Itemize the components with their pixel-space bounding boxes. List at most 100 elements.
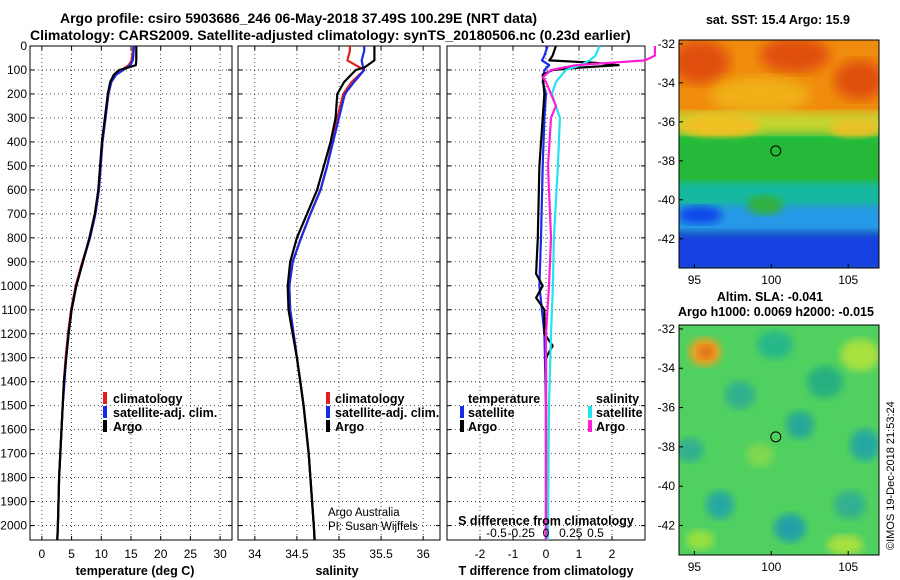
- legend-t-argo: Argo: [468, 420, 498, 434]
- x-tick-label: -2: [475, 547, 486, 561]
- s-tick-label: 0.25: [559, 526, 583, 540]
- depth-tick-label: 1500: [0, 399, 27, 413]
- sla-map-title: Altim. SLA: -0.041: [717, 290, 823, 304]
- depth-tick-label: 1600: [0, 423, 27, 437]
- legend-s-argo: Argo: [596, 420, 626, 434]
- x-tick-label: 0: [543, 547, 550, 561]
- legend-swatch-t-satellite: [460, 406, 464, 418]
- lon-tick-label: 100: [761, 560, 781, 574]
- legend-swatch-t-argo: [460, 420, 464, 432]
- depth-tick-label: 1300: [0, 351, 27, 365]
- depth-tick-label: 1700: [0, 447, 27, 461]
- legend-argo: Argo: [335, 420, 365, 434]
- series-line-satellite-adj-clim-: [288, 46, 366, 541]
- lon-tick-label: 105: [838, 273, 858, 287]
- depth-tick-label: 900: [7, 255, 27, 269]
- x-tick-label: 30: [213, 547, 227, 561]
- temperature-xlabel: temperature (deg C): [76, 564, 195, 578]
- lat-tick-label: -38: [658, 440, 676, 454]
- lat-tick-label: -34: [658, 76, 676, 90]
- temperature-legend: climatology satellite-adj. clim. Argo: [103, 392, 217, 434]
- legend-t-satellite: satellite: [468, 406, 515, 420]
- legend-satellite: satellite-adj. clim.: [113, 406, 217, 420]
- series-line-s-argo: [541, 46, 657, 540]
- x-tick-label: 1: [576, 547, 583, 561]
- lat-tick-label: -36: [658, 115, 676, 129]
- depth-tick-label: 2000: [0, 519, 27, 533]
- x-tick-label: 10: [95, 547, 109, 561]
- lat-tick-label: -42: [658, 232, 676, 246]
- x-tick-label: 20: [154, 547, 168, 561]
- legend-swatch-s-argo: [588, 420, 592, 432]
- x-tick-label: 0: [39, 547, 46, 561]
- x-tick-label: 34.5: [285, 547, 309, 561]
- sst-map-frame: [678, 39, 880, 269]
- t-difference-xlabel: T difference from climatology: [458, 564, 633, 578]
- s-difference-title: S difference from climatology: [458, 514, 634, 528]
- legend-swatch-climatology: [103, 392, 107, 404]
- sla-map: Altim. SLA: -0.041 Argo h1000: 0.0069 h2…: [658, 290, 880, 574]
- legend-swatch-satellite: [326, 406, 330, 418]
- credit-argo-australia: Argo Australia: [328, 507, 400, 519]
- x-tick-label: 2: [609, 547, 616, 561]
- difference-panel: -2 -1 0 1 2 T difference from climatology S …: [446, 45, 657, 578]
- s-tick-label: 0.5: [587, 526, 604, 540]
- imos-timestamp: ©IMOS 19-Dec-2018 21:53:24: [885, 401, 897, 550]
- x-tick-label: 36: [416, 547, 430, 561]
- depth-tick-label: 1200: [0, 327, 27, 341]
- legend-swatch-climatology: [326, 392, 330, 404]
- lat-tick-label: -36: [658, 401, 676, 415]
- depth-tick-label: 500: [7, 159, 27, 173]
- sla-map-frame: [678, 324, 880, 556]
- legend-swatch-satellite: [103, 406, 107, 418]
- lon-tick-label: 95: [688, 560, 702, 574]
- depth-tick-label: 0: [20, 39, 27, 53]
- difference-legend: temperature satellite Argo salinity sate…: [460, 392, 643, 434]
- sla-field: [679, 325, 879, 555]
- salinity-xlabel: salinity: [315, 564, 358, 578]
- depth-tick-label: 1800: [0, 471, 27, 485]
- lat-tick-label: -40: [658, 193, 676, 207]
- lon-tick-label: 100: [761, 273, 781, 287]
- legend-swatch-argo: [103, 420, 107, 432]
- depth-tick-label: 100: [7, 63, 27, 77]
- legend-satellite: satellite-adj. clim.: [335, 406, 439, 420]
- s-tick-label: 0: [543, 526, 550, 540]
- legend-climatology: climatology: [113, 392, 183, 406]
- depth-tick-label: 200: [7, 87, 27, 101]
- x-tick-label: 15: [124, 547, 138, 561]
- argo-float-marker: [770, 145, 782, 157]
- x-tick-label: 35.5: [369, 547, 393, 561]
- series-line-s-satellite: [546, 45, 601, 540]
- depth-tick-label: 1400: [0, 375, 27, 389]
- depth-tick-label: 1000: [0, 279, 27, 293]
- chart-title-line1: Argo profile: csiro 5903686_246 06-May-2…: [60, 10, 538, 26]
- series-line-satellite-adj-clim-: [56, 45, 136, 541]
- lat-tick-label: -32: [658, 322, 676, 336]
- depth-tick-label: 700: [7, 207, 27, 221]
- lat-tick-label: -42: [658, 519, 676, 533]
- sst-field: [679, 40, 879, 268]
- s-tick-label: -0.5: [486, 526, 507, 540]
- argo-float-marker: [770, 431, 782, 443]
- lon-tick-label: 95: [688, 273, 702, 287]
- salinity-panel: 34 34.5 35 35.5 36 salinity climatology sate…: [237, 45, 441, 578]
- lon-tick-label: 105: [838, 560, 858, 574]
- legend-swatch-argo: [326, 420, 330, 432]
- legend-salinity-title: salinity: [596, 392, 639, 406]
- x-tick-label: 34: [248, 547, 262, 561]
- lat-tick-label: -38: [658, 154, 676, 168]
- x-tick-label: 5: [68, 547, 75, 561]
- temperature-panel: 0100200300400500600700800900100011001200…: [0, 39, 233, 578]
- legend-swatch-s-satellite: [588, 406, 592, 418]
- lat-tick-label: -34: [658, 361, 676, 375]
- depth-tick-label: 400: [7, 135, 27, 149]
- sst-map-title: sat. SST: 15.4 Argo: 15.9: [706, 13, 850, 27]
- series-line-climatology: [288, 46, 366, 541]
- depth-tick-label: 1900: [0, 495, 27, 509]
- chart-title-line2: Climatology: CARS2009. Satellite-adjuste…: [30, 27, 631, 43]
- depth-tick-label: 800: [7, 231, 27, 245]
- sla-map-subtitle: Argo h1000: 0.0069 h2000: -0.015: [678, 305, 874, 319]
- legend-s-satellite: satellite: [596, 406, 643, 420]
- sst-map: sat. SST: 15.4 Argo: 15.9 95 100 105-32-: [658, 13, 880, 287]
